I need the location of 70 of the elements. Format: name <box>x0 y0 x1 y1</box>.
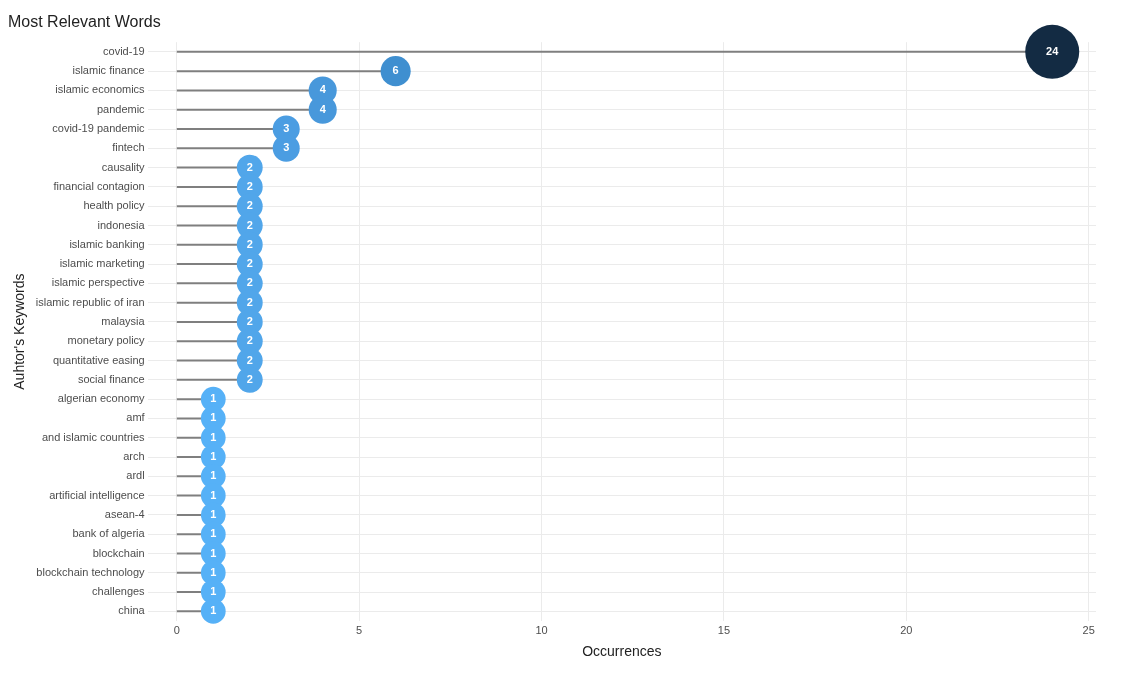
x-axis-title: Occurrences <box>582 643 662 660</box>
y-tick-label: health policy <box>83 199 146 212</box>
y-tick-label: covid-19 pandemic <box>52 122 146 135</box>
y-tick-label: arch <box>123 450 145 463</box>
y-tick-label: fintech <box>112 141 145 154</box>
x-tick-label: 10 <box>535 623 548 636</box>
y-tick-label: ardl <box>126 469 145 482</box>
data-label: 1 <box>210 450 217 463</box>
data-label: 2 <box>246 276 253 289</box>
data-label: 2 <box>246 160 253 173</box>
y-tick-label: islamic finance <box>72 64 145 77</box>
y-tick-label: challenges <box>92 585 146 598</box>
data-label: 2 <box>246 314 253 327</box>
y-tick-label: islamic banking <box>69 237 145 250</box>
data-label: 1 <box>210 430 217 443</box>
data-label: 2 <box>246 257 253 270</box>
x-tick-label: 25 <box>1082 623 1095 636</box>
data-label: 2 <box>246 218 253 231</box>
x-tick-label: 15 <box>717 623 731 636</box>
data-label: 4 <box>319 102 327 115</box>
data-label: 2 <box>246 199 253 212</box>
data-label: 2 <box>246 334 253 347</box>
data-label: 4 <box>319 83 327 96</box>
data-label: 1 <box>210 604 217 617</box>
data-label: 1 <box>210 565 217 578</box>
y-tick-label: pandemic <box>96 102 146 115</box>
data-label: 1 <box>210 488 217 501</box>
y-tick-label: islamic marketing <box>59 257 145 270</box>
data-label: 3 <box>283 122 290 135</box>
y-tick-label: financial contagion <box>53 179 145 192</box>
y-tick-label: blockchain <box>92 546 145 559</box>
data-label: 6 <box>392 64 399 77</box>
y-tick-label: amf <box>126 411 146 424</box>
y-tick-label: artificial intelligence <box>49 488 145 501</box>
y-tick-label: asean-4 <box>104 507 145 520</box>
y-tick-label: blockchain technology <box>36 565 146 578</box>
y-tick-label: islamic perspective <box>51 276 145 289</box>
y-axis-title: Auhtor's Keywords <box>11 273 28 390</box>
chart-title: Most Relevant Words <box>8 13 161 31</box>
x-tick-label: 20 <box>900 623 913 636</box>
data-label: 1 <box>210 392 217 405</box>
data-label: 1 <box>210 585 217 598</box>
data-label: 2 <box>246 353 253 366</box>
x-tick-label: 5 <box>356 623 363 636</box>
data-label: 3 <box>283 141 290 154</box>
data-label: 2 <box>246 237 253 250</box>
x-tick-label: 0 <box>173 623 180 636</box>
y-tick-label: monetary policy <box>67 334 146 347</box>
data-label: 2 <box>246 179 253 192</box>
y-tick-label: social finance <box>77 372 145 385</box>
y-tick-label: bank of algeria <box>72 527 146 540</box>
data-label: 2 <box>246 295 253 308</box>
y-tick-label: algerian economy <box>57 392 146 405</box>
data-label: 2 <box>246 372 253 385</box>
y-tick-label: china <box>118 604 146 617</box>
y-tick-label: covid-19 <box>103 44 145 57</box>
y-tick-label: islamic republic of iran <box>35 295 145 308</box>
point <box>200 598 226 624</box>
y-tick-label: causality <box>101 160 146 173</box>
data-label: 1 <box>210 411 217 424</box>
y-tick-label: malaysia <box>101 314 146 327</box>
data-label: 1 <box>210 469 217 482</box>
y-tick-label: and islamic countries <box>41 430 146 443</box>
data-label: 24 <box>1046 44 1060 57</box>
y-tick-label: indonesia <box>97 218 146 231</box>
data-label: 1 <box>210 507 217 520</box>
data-label: 1 <box>210 527 217 540</box>
data-label: 1 <box>210 546 217 559</box>
y-tick-label: quantitative easing <box>52 353 145 366</box>
y-tick-label: islamic economics <box>55 83 146 96</box>
